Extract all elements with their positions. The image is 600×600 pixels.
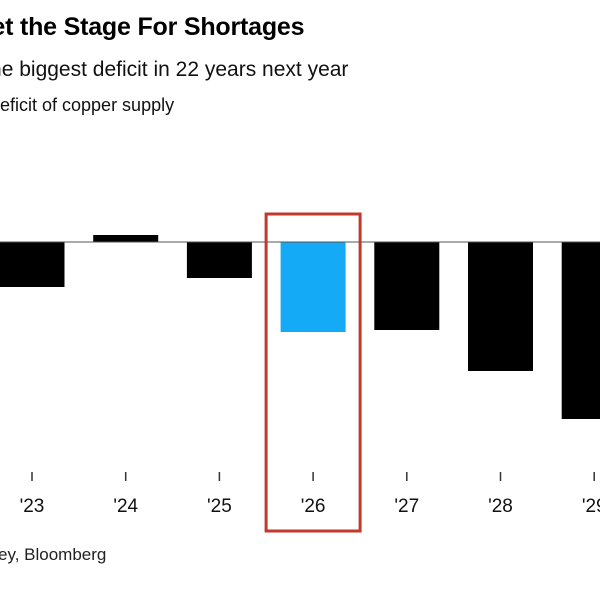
bar-29 <box>561 242 600 419</box>
chart-title: y Shocks Set the Stage For Shortages <box>0 13 305 41</box>
bar-23 <box>0 242 65 287</box>
bar-26 <box>280 242 346 332</box>
bar-24 <box>93 235 159 242</box>
x-tick-label: '28 <box>488 496 513 517</box>
bar-28 <box>468 242 533 371</box>
bar-27 <box>374 242 440 330</box>
unit-label: leficit of copper supply <box>0 95 175 115</box>
source-note: ey, Bloomberg <box>0 545 107 564</box>
highlight-box <box>264 212 362 533</box>
bar-25 <box>186 242 252 278</box>
x-axis-ticks: '23 '24 '25 '26 '27 '28 '29 <box>20 472 600 517</box>
x-tick-label: '25 <box>207 496 232 517</box>
x-tick-label: '23 <box>20 496 45 517</box>
x-tick-label: '26 <box>301 496 326 517</box>
chart-subtitle: expects the biggest deficit in 22 years … <box>0 58 349 81</box>
x-tick-label: '29 <box>582 496 600 517</box>
x-tick-label: '27 <box>394 496 419 517</box>
bars-group <box>0 235 600 419</box>
x-tick-label: '24 <box>113 496 138 517</box>
